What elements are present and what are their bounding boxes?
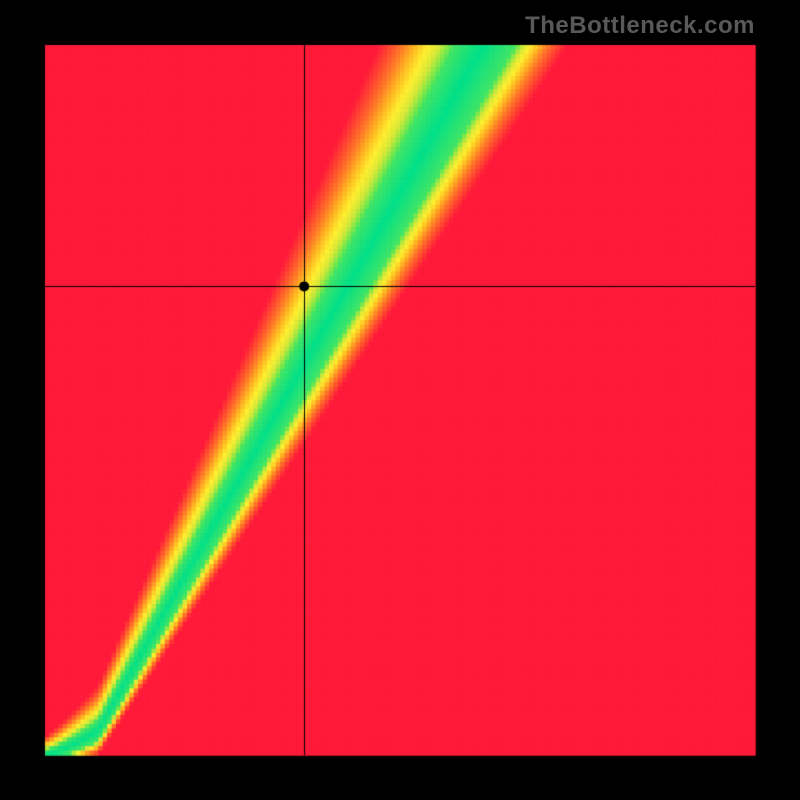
bottleneck-heatmap (0, 0, 800, 800)
watermark-text: TheBottleneck.com (525, 12, 755, 40)
